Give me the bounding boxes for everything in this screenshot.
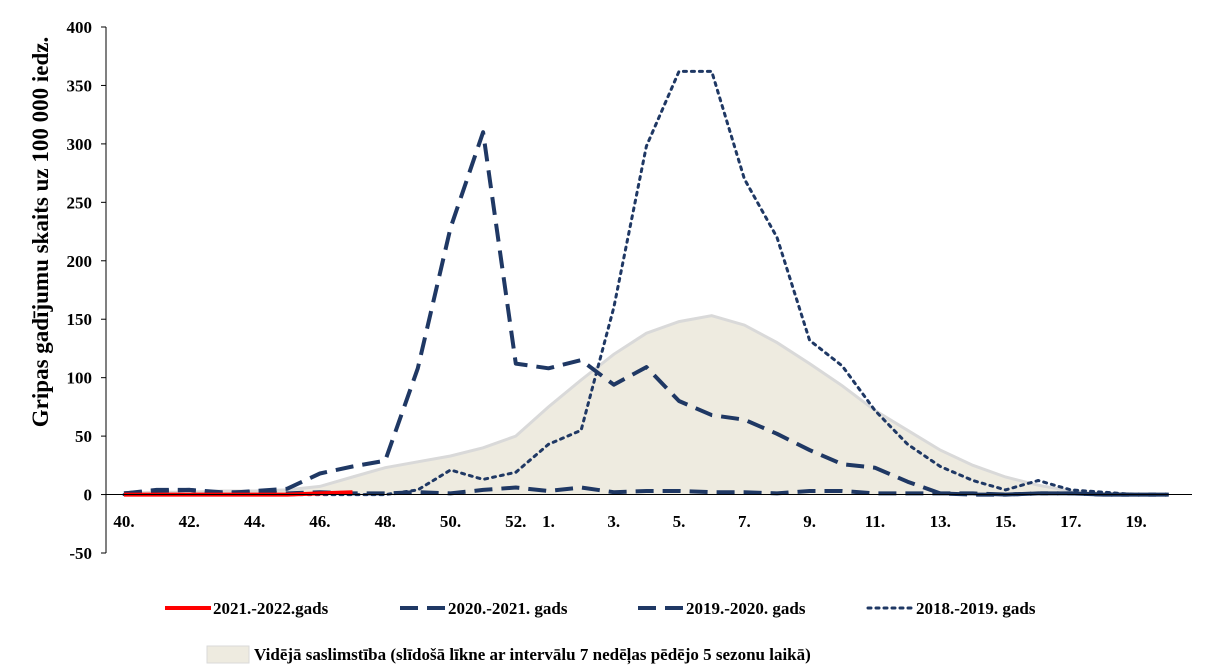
x-tick-label-5: 50. <box>440 512 461 531</box>
area-average-incidence-outline <box>123 314 1169 497</box>
x-tick-label-11: 9. <box>803 512 816 531</box>
series-line-2 <box>123 130 1169 497</box>
x-tick-label-6: 52. <box>505 512 526 531</box>
legend-label-0: 2021.-2022.gads <box>213 599 329 618</box>
y-tick-label-1: 0 <box>84 486 93 505</box>
y-tick-label-6: 250 <box>67 193 93 212</box>
x-tick-label-14: 15. <box>995 512 1016 531</box>
y-tick-label-9: 400 <box>67 18 93 37</box>
y-axis-label-group: Gripas gadījumu skaits uz 100 000 iedz. <box>28 37 53 427</box>
y-tick-label-0: -50 <box>69 544 92 563</box>
area-average-incidence <box>124 315 1169 495</box>
legend-label-area: Vidējā saslimstība (slīdošā līkne ar int… <box>254 645 811 665</box>
x-tick-label-9: 5. <box>673 512 686 531</box>
x-tick-label-12: 11. <box>865 512 885 531</box>
x-tick-label-8: 3. <box>607 512 620 531</box>
legend: 2021.-2022.gads 2020.-2021. gads 2019.-202… <box>165 599 1036 665</box>
y-tick-label-8: 350 <box>67 76 93 95</box>
x-tick-label-2: 44. <box>244 512 265 531</box>
x-tick-label-3: 46. <box>309 512 330 531</box>
y-tick-label-2: 50 <box>75 427 92 446</box>
x-tick-label-7: 1. <box>542 512 555 531</box>
x-tick-label-0: 40. <box>113 512 134 531</box>
legend-label-2: 2019.-2020. gads <box>686 599 806 618</box>
x-tick-label-4: 48. <box>375 512 396 531</box>
x-tick-label-1: 42. <box>179 512 200 531</box>
x-tick-label-15: 17. <box>1060 512 1081 531</box>
legend-label-1: 2020.-2021. gads <box>448 599 568 618</box>
x-tick-label-10: 7. <box>738 512 751 531</box>
x-tick-label-13: 13. <box>930 512 951 531</box>
legend-label-3: 2018.-2019. gads <box>916 599 1036 618</box>
y-tick-label-3: 100 <box>67 369 93 388</box>
y-tick-label-4: 150 <box>67 310 93 329</box>
y-axis-label: Gripas gadījumu skaits uz 100 000 iedz. <box>28 37 53 427</box>
y-tick-label-5: 200 <box>67 252 93 271</box>
plot-area <box>122 69 1171 497</box>
y-tick-label-7: 300 <box>67 135 93 154</box>
x-tick-label-16: 19. <box>1126 512 1147 531</box>
series-line-3 <box>122 69 1171 497</box>
axes: -50 0 50 100 150 200 250 300 350 400 40. 42. 44. 46. 4… <box>67 18 1192 563</box>
legend-swatch-area <box>206 645 250 664</box>
